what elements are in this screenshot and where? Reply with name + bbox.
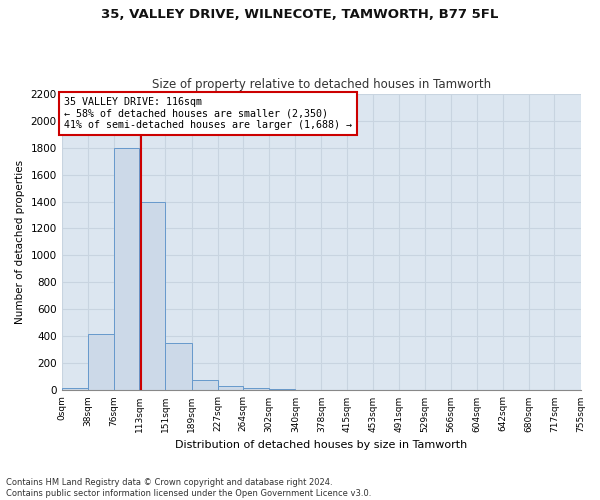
- Text: Contains HM Land Registry data © Crown copyright and database right 2024.
Contai: Contains HM Land Registry data © Crown c…: [6, 478, 371, 498]
- X-axis label: Distribution of detached houses by size in Tamworth: Distribution of detached houses by size …: [175, 440, 467, 450]
- Bar: [166, 343, 191, 390]
- Title: Size of property relative to detached houses in Tamworth: Size of property relative to detached ho…: [152, 78, 491, 91]
- Bar: [88, 334, 114, 390]
- Bar: [269, 389, 295, 390]
- Bar: [218, 386, 243, 390]
- Bar: [62, 388, 88, 390]
- Bar: [139, 202, 166, 390]
- Text: 35 VALLEY DRIVE: 116sqm
← 58% of detached houses are smaller (2,350)
41% of semi: 35 VALLEY DRIVE: 116sqm ← 58% of detache…: [64, 96, 352, 130]
- Bar: [191, 380, 218, 390]
- Bar: [114, 148, 139, 390]
- Text: 35, VALLEY DRIVE, WILNECOTE, TAMWORTH, B77 5FL: 35, VALLEY DRIVE, WILNECOTE, TAMWORTH, B…: [101, 8, 499, 20]
- Bar: [243, 388, 269, 390]
- Y-axis label: Number of detached properties: Number of detached properties: [15, 160, 25, 324]
